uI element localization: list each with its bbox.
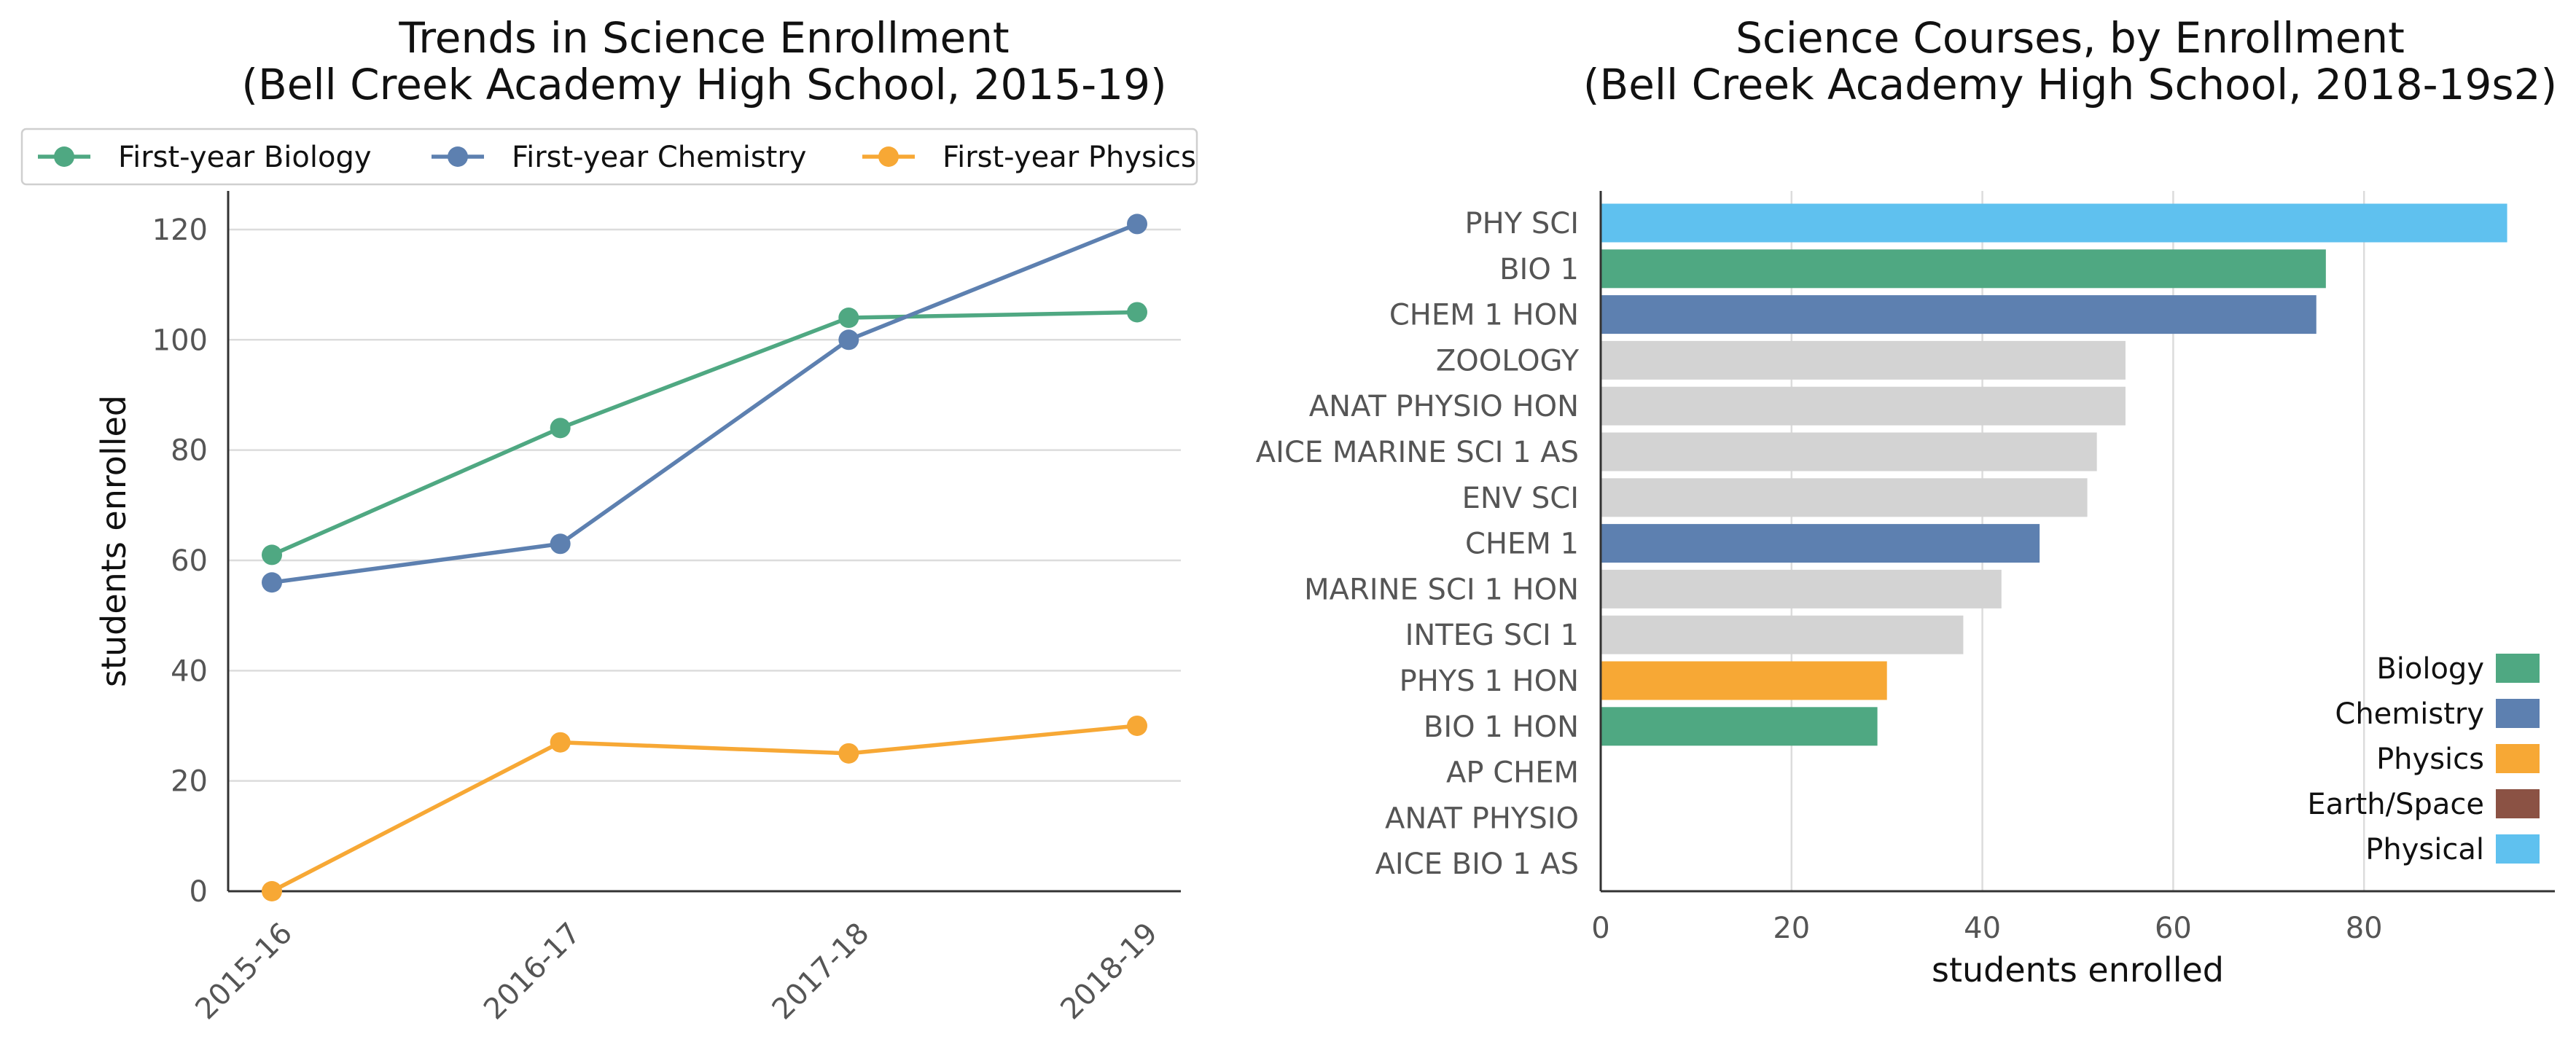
x-tick-label: 0 [1591, 912, 1609, 945]
legend-swatch [2496, 834, 2540, 864]
category-label: AICE MARINE SCI 1 AS [1256, 436, 1579, 469]
line-chart-series [262, 214, 1147, 901]
line-chart-title-line: (Bell Creek Academy High School, 2015-19… [241, 60, 1166, 109]
y-tick-label: 20 [171, 765, 208, 799]
category-label: MARINE SCI 1 HON [1304, 573, 1579, 606]
legend-swatch [2496, 744, 2540, 773]
legend-box [20, 128, 1198, 186]
y-tick-label: 60 [171, 544, 208, 578]
bar-chart-title-line: Science Courses, by Enrollment [1736, 13, 2405, 63]
bar-chart-axes [1599, 191, 2555, 893]
legend-marker [448, 146, 468, 167]
x-tick-label: 2018-19 [1054, 917, 1164, 1027]
data-point [550, 533, 571, 555]
bar [1601, 295, 2317, 334]
bar [1601, 249, 2326, 289]
legend-label: First-year Biology [118, 141, 372, 174]
category-label: ZOOLOGY [1436, 344, 1580, 377]
legend-label: Biology [2376, 652, 2484, 686]
data-point [838, 329, 859, 351]
x-tick-label: 20 [1773, 912, 1810, 945]
line-chart-title: Trends in Science Enrollment (Bell Creek … [241, 13, 1166, 109]
category-label: BIO 1 [1499, 253, 1579, 286]
legend-label: Physical [2365, 833, 2484, 866]
bar-chart-title-line: (Bell Creek Academy High School, 2018-19… [1583, 60, 2557, 109]
category-label: PHY SCI [1465, 207, 1579, 240]
legend-label: Earth/Space [2307, 788, 2484, 821]
legend-label: Physics [2376, 743, 2484, 776]
bar [1601, 432, 2097, 471]
category-label: CHEM 1 HON [1389, 299, 1579, 332]
line-chart-gridlines [228, 228, 1181, 782]
line-chart-legend: First-year Biology First-year Chemistry Fi… [20, 128, 1198, 186]
bar-chart-legend: Biology Chemistry Physics Earth/Space Physic… [2307, 652, 2540, 866]
data-point [262, 572, 282, 593]
x-tick-label: 40 [1964, 912, 2001, 945]
line-chart-axes [227, 191, 1181, 893]
bar [1601, 569, 2002, 608]
bar [1601, 707, 1878, 746]
category-label: ANAT PHYSIO HON [1309, 390, 1579, 423]
x-tick-label: 80 [2346, 912, 2383, 945]
bar [1601, 386, 2126, 426]
data-point [1127, 715, 1147, 736]
category-label: AICE BIO 1 AS [1375, 848, 1579, 881]
legend-swatch [2496, 699, 2540, 728]
legend-label: First-year Chemistry [512, 141, 806, 174]
data-point [1127, 302, 1147, 323]
category-label: BIO 1 HON [1424, 711, 1579, 744]
bar [1601, 661, 1887, 700]
category-label: ENV SCI [1462, 482, 1579, 515]
y-tick-label: 0 [190, 875, 208, 909]
legend-marker [54, 146, 74, 167]
series-line-1 [271, 222, 1139, 584]
legend-marker [878, 146, 899, 167]
x-axis-label: students enrolled [1932, 950, 2224, 990]
line-chart-title-line: Trends in Science Enrollment [398, 13, 1009, 63]
data-point [838, 308, 859, 329]
bar [1601, 340, 2126, 380]
legend-swatch [2496, 654, 2540, 683]
data-point [550, 418, 571, 439]
data-point [262, 544, 282, 565]
bar [1601, 524, 2040, 563]
y-tick-label: 40 [171, 654, 208, 688]
x-tick-label: 2017-18 [766, 917, 876, 1027]
data-point [550, 732, 571, 753]
series-line-0 [270, 310, 1138, 557]
data-point [838, 743, 859, 764]
bar [1601, 203, 2507, 243]
bar-chart: PHY SCI BIO 1 CHEM 1 HON ZOOLOGY ANAT PHYSIO… [1256, 13, 2557, 990]
y-axis-label: students enrolled [94, 395, 133, 687]
category-label: INTEG SCI 1 [1405, 619, 1579, 652]
bar-chart-bars [1601, 203, 2507, 746]
series-line-2 [270, 724, 1138, 893]
data-point [262, 881, 282, 901]
x-tick-label: 2015-16 [189, 917, 299, 1027]
x-tick-label: 2016-17 [477, 917, 588, 1027]
category-label: CHEM 1 [1465, 528, 1579, 561]
line-chart: 0 20 40 60 80 100 120 2015-16 2016-17 2017-18 2018… [20, 13, 1198, 1027]
y-tick-label: 120 [152, 214, 208, 247]
x-tick-label: 60 [2155, 912, 2192, 945]
bar-chart-labels: PHY SCI BIO 1 CHEM 1 HON ZOOLOGY ANAT PHYSIO… [1256, 13, 2557, 990]
bar [1601, 615, 1964, 654]
legend-label: Chemistry [2335, 697, 2484, 731]
category-label: ANAT PHYSIO [1385, 802, 1579, 835]
bar [1601, 478, 2088, 517]
category-label: PHYS 1 HON [1400, 665, 1579, 698]
bar-chart-title: Science Courses, by Enrollment (Bell Cree… [1583, 13, 2557, 109]
y-tick-label: 100 [152, 324, 208, 357]
legend-swatch [2496, 789, 2540, 818]
category-label: AP CHEM [1446, 756, 1579, 790]
y-tick-label: 80 [171, 434, 208, 468]
legend-label: First-year Physics [942, 141, 1196, 174]
data-point [1127, 214, 1147, 235]
